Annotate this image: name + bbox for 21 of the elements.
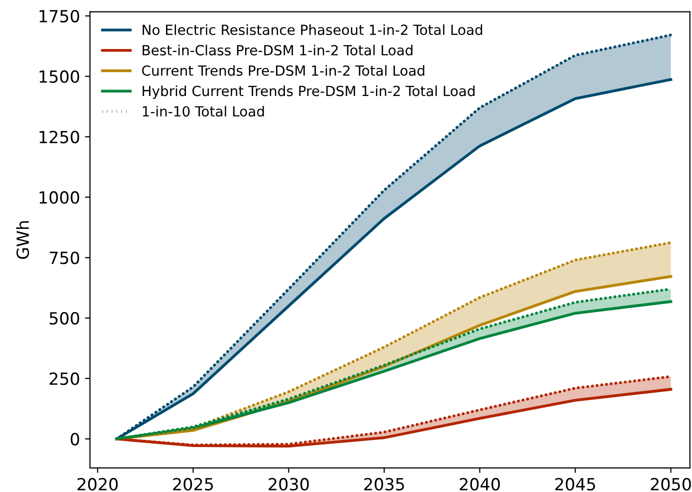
x-tick-label: 2040 [460, 478, 500, 491]
legend-label: 1-in-10 Total Load [142, 106, 264, 117]
y-axis-title: GWh [16, 221, 30, 259]
legend-label: No Electric Resistance Phaseout 1-in-2 Total Load [142, 24, 482, 36]
y-tick-label: 750 [50, 252, 80, 264]
y-tick-label: 1500 [40, 70, 80, 83]
y-tick-label: 1750 [40, 10, 80, 22]
y-tick-label: 0 [70, 432, 80, 446]
y-tick-label: 500 [50, 312, 80, 325]
x-tick-label: 2030 [268, 478, 309, 491]
x-tick-label: 2050 [650, 478, 691, 491]
y-tick-label: 1250 [40, 130, 80, 144]
y-tick-label: 1000 [40, 191, 80, 204]
x-tick-label: 2035 [364, 478, 404, 491]
legend-label: Current Trends Pre-DSM 1-in-2 Total Load [142, 65, 424, 76]
y-tick-label: 250 [50, 372, 80, 386]
legend-label: Best-in-Class Pre-DSM 1-in-2 Total Load [142, 44, 412, 56]
x-tick-label: 2025 [173, 478, 213, 491]
legend-label: Hybrid Current Trends Pre-DSM 1-in-2 Total Load [142, 85, 475, 99]
x-tick-label: 2045 [555, 478, 596, 491]
x-tick-label: 2020 [78, 478, 118, 491]
